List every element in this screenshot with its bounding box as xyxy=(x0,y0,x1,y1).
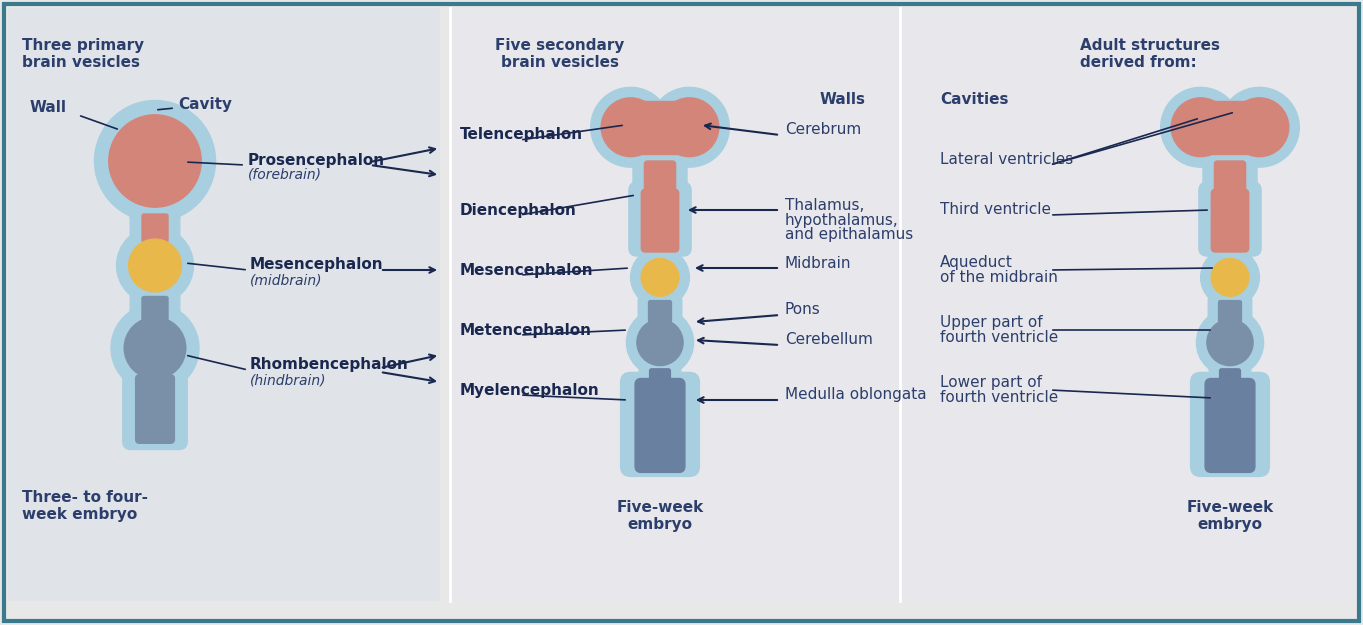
Text: of the midbrain: of the midbrain xyxy=(940,269,1058,284)
Text: Mesencephalon: Mesencephalon xyxy=(249,256,383,271)
Circle shape xyxy=(641,259,679,296)
Circle shape xyxy=(110,304,199,392)
FancyBboxPatch shape xyxy=(639,364,680,392)
Text: Upper part of: Upper part of xyxy=(940,314,1043,329)
Text: Metencephalon: Metencephalon xyxy=(459,322,592,338)
Circle shape xyxy=(631,248,690,307)
FancyBboxPatch shape xyxy=(131,209,180,246)
Text: Telencephalon: Telencephalon xyxy=(459,127,583,142)
Circle shape xyxy=(1161,88,1240,167)
FancyBboxPatch shape xyxy=(1214,161,1246,196)
Text: Three- to four-
week embryo: Three- to four- week embryo xyxy=(22,490,149,522)
FancyBboxPatch shape xyxy=(142,214,168,243)
Circle shape xyxy=(637,319,683,366)
FancyBboxPatch shape xyxy=(1212,189,1249,252)
FancyBboxPatch shape xyxy=(142,296,168,325)
FancyBboxPatch shape xyxy=(900,8,1355,601)
FancyBboxPatch shape xyxy=(635,379,684,472)
Text: Adult structures
derived from:: Adult structures derived from: xyxy=(1079,38,1220,71)
Text: Pons: Pons xyxy=(785,302,821,318)
Text: Cavities: Cavities xyxy=(940,92,1009,108)
FancyBboxPatch shape xyxy=(632,156,687,199)
Text: Three primary
brain vesicles: Three primary brain vesicles xyxy=(22,38,144,71)
Text: fourth ventricle: fourth ventricle xyxy=(940,329,1058,344)
Circle shape xyxy=(650,88,729,167)
Circle shape xyxy=(128,239,181,292)
Circle shape xyxy=(109,115,202,208)
FancyBboxPatch shape xyxy=(1205,379,1255,472)
FancyBboxPatch shape xyxy=(638,296,682,326)
FancyBboxPatch shape xyxy=(1199,182,1261,256)
Circle shape xyxy=(116,227,194,304)
Text: Mesencephalon: Mesencephalon xyxy=(459,262,594,278)
FancyBboxPatch shape xyxy=(642,189,679,252)
Text: Cerebrum: Cerebrum xyxy=(785,122,861,138)
FancyBboxPatch shape xyxy=(1220,369,1240,389)
Text: Midbrain: Midbrain xyxy=(785,256,852,271)
Text: (hindbrain): (hindbrain) xyxy=(249,373,327,387)
Circle shape xyxy=(627,309,694,376)
Text: fourth ventricle: fourth ventricle xyxy=(940,389,1058,404)
Text: Diencephalon: Diencephalon xyxy=(459,202,577,217)
FancyBboxPatch shape xyxy=(620,372,699,476)
FancyBboxPatch shape xyxy=(123,368,187,449)
Text: Five-week
embryo: Five-week embryo xyxy=(1186,500,1273,532)
Text: hypothalamus,: hypothalamus, xyxy=(785,213,898,228)
Circle shape xyxy=(1171,98,1229,157)
Text: Third ventricle: Third ventricle xyxy=(940,202,1051,217)
Text: Lower part of: Lower part of xyxy=(940,374,1041,389)
Text: Walls: Walls xyxy=(821,92,866,108)
Circle shape xyxy=(1201,248,1259,307)
Circle shape xyxy=(94,101,215,221)
Text: Thalamus,: Thalamus, xyxy=(785,198,864,212)
FancyBboxPatch shape xyxy=(650,369,671,389)
FancyBboxPatch shape xyxy=(1219,301,1242,322)
FancyBboxPatch shape xyxy=(1209,364,1251,392)
FancyBboxPatch shape xyxy=(450,8,900,601)
Circle shape xyxy=(124,318,185,379)
Circle shape xyxy=(1220,88,1299,167)
Text: Myelencephalon: Myelencephalon xyxy=(459,382,600,398)
Circle shape xyxy=(601,98,660,157)
FancyBboxPatch shape xyxy=(1191,372,1269,476)
Text: Wall: Wall xyxy=(30,101,67,116)
Circle shape xyxy=(590,88,671,167)
Text: (midbrain): (midbrain) xyxy=(249,273,323,287)
FancyBboxPatch shape xyxy=(1208,296,1251,326)
Text: Medulla oblongata: Medulla oblongata xyxy=(785,388,927,402)
FancyBboxPatch shape xyxy=(135,375,174,443)
FancyBboxPatch shape xyxy=(8,8,440,601)
FancyBboxPatch shape xyxy=(1201,101,1259,154)
Text: Five-week
embryo: Five-week embryo xyxy=(616,500,703,532)
Text: Cavity: Cavity xyxy=(179,98,232,112)
Circle shape xyxy=(1206,319,1253,366)
Text: Lateral ventricles: Lateral ventricles xyxy=(940,152,1073,168)
FancyBboxPatch shape xyxy=(1204,156,1257,199)
FancyBboxPatch shape xyxy=(649,301,672,322)
Text: (forebrain): (forebrain) xyxy=(248,168,322,182)
Text: Five secondary
brain vesicles: Five secondary brain vesicles xyxy=(495,38,624,71)
Circle shape xyxy=(1197,309,1264,376)
Text: Rhombencephalon: Rhombencephalon xyxy=(249,356,409,371)
FancyBboxPatch shape xyxy=(645,161,676,196)
FancyBboxPatch shape xyxy=(628,182,691,256)
FancyBboxPatch shape xyxy=(631,101,690,154)
Circle shape xyxy=(660,98,718,157)
Text: and epithalamus: and epithalamus xyxy=(785,228,913,242)
Text: Aqueduct: Aqueduct xyxy=(940,254,1013,269)
Circle shape xyxy=(1229,98,1289,157)
Text: Prosencephalon: Prosencephalon xyxy=(248,152,386,168)
FancyBboxPatch shape xyxy=(131,291,180,329)
Circle shape xyxy=(1212,259,1249,296)
Text: Cerebellum: Cerebellum xyxy=(785,332,872,348)
